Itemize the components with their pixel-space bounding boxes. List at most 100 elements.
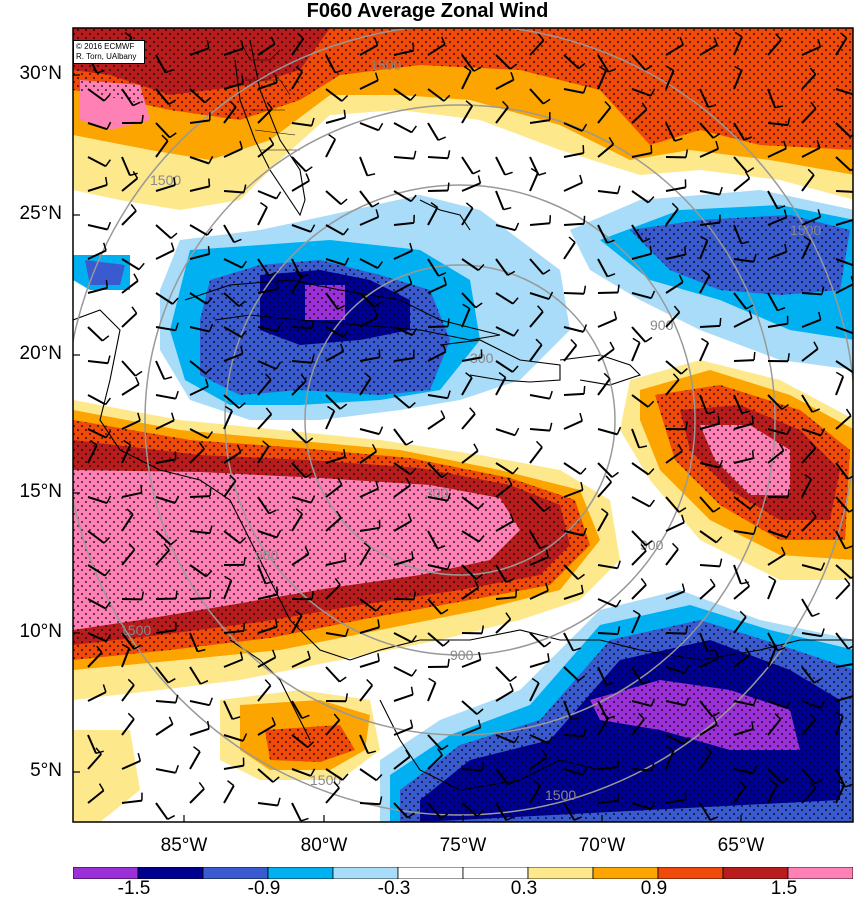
wind-barb-flag [477, 263, 485, 271]
wind-barb [767, 648, 777, 668]
wind-barb [155, 496, 176, 504]
wind-barb [733, 317, 753, 328]
wind-barb-flag [262, 440, 270, 447]
wind-barb [529, 756, 547, 770]
wind-barb-flag [208, 697, 214, 706]
wind-barb-flag [545, 549, 550, 558]
wind-barb [291, 768, 312, 777]
wind-barb-flag [207, 431, 214, 439]
copyright-box: © 2016 ECMWF R. Torn, UAlbany [73, 40, 145, 64]
wind-barb [189, 253, 210, 260]
wind-barb-flag [752, 697, 758, 706]
wind-barb-flag [651, 762, 655, 771]
wind-barb [665, 590, 685, 600]
wind-barb-flag [224, 575, 232, 582]
wind-barb [733, 156, 748, 173]
wind-barb-flag [243, 556, 246, 566]
wind-barb [155, 140, 169, 158]
wind-barb [155, 530, 172, 546]
wind-barb-flag [132, 101, 141, 107]
wind-barb-flag [787, 489, 790, 498]
wind-barb-flag [509, 513, 515, 522]
wind-barb-flag [835, 711, 844, 717]
wind-barb [665, 700, 686, 707]
wind-barb [291, 428, 308, 444]
wind-barb-flag [104, 601, 112, 609]
wind-barb [835, 37, 848, 56]
wind-barb [359, 547, 372, 566]
wind-barb [529, 632, 546, 648]
wind-barb-flag [300, 817, 309, 822]
wind-barb-flag [334, 577, 341, 586]
wind-barb-flag [582, 527, 588, 536]
wind-barb [801, 107, 817, 124]
wind-barb-flag [405, 749, 411, 758]
wind-barb [597, 348, 615, 362]
wind-barb-flag [232, 716, 241, 720]
wind-barb [155, 802, 169, 820]
wind-barb-flag [786, 700, 792, 709]
wind-barb-flag [751, 415, 754, 424]
wind-barb [699, 88, 710, 108]
wind-barb [631, 152, 652, 158]
wind-barb [631, 666, 644, 685]
wind-barb [325, 456, 346, 464]
wind-barb-flag [680, 368, 688, 375]
wind-barb-flag [583, 215, 586, 224]
wind-barb [223, 785, 235, 804]
wind-barb [495, 596, 516, 600]
wind-barb [87, 360, 109, 365]
wind-barb-flag [644, 336, 653, 343]
wind-barb [665, 311, 681, 328]
wind-barb [767, 190, 779, 210]
wind-barb [257, 206, 268, 226]
wind-barb [563, 326, 584, 333]
wind-barb-flag [405, 477, 411, 486]
wind-barb [291, 71, 304, 90]
wind-barb [835, 283, 853, 294]
wind-barb [767, 250, 787, 260]
wind-barb [597, 70, 607, 90]
wind-barb [495, 376, 507, 396]
wind-barb-flag [271, 649, 277, 658]
wind-barb-flag [501, 100, 509, 108]
wind-barb-flag [274, 618, 278, 627]
wind-barb-flag [441, 744, 449, 751]
wind-barb-flag [175, 590, 178, 599]
wind-barb [359, 316, 378, 328]
wind-barb-flag [475, 302, 483, 309]
wind-barb [767, 394, 783, 410]
wind-barb-flag [784, 243, 788, 252]
wind-barb-flag [605, 475, 612, 483]
wind-barb [291, 496, 312, 504]
wind-barb [87, 249, 107, 260]
lon-label-65: 65°W [717, 835, 765, 856]
wind-barb-flag [265, 407, 272, 415]
wind-barb-flag [734, 31, 743, 38]
wind-barb-flag [780, 546, 786, 555]
wind-barb [121, 444, 132, 464]
wind-barb-flag [438, 136, 446, 141]
wind-barb [461, 308, 471, 328]
wind-barb-flag [238, 300, 246, 307]
wind-barb [699, 657, 719, 668]
wind-barb [835, 326, 853, 335]
wind-barb-flag [205, 570, 213, 578]
wind-barb-flag [608, 137, 615, 145]
wind-barb-flag [233, 238, 242, 243]
wind-barb-flag [132, 171, 139, 179]
wind-barb [665, 43, 684, 56]
wind-barb-flag [613, 311, 618, 320]
wind-barb [257, 258, 270, 277]
wind-barb [563, 181, 583, 192]
wind-barb [325, 292, 339, 310]
wind-barb-flag [683, 736, 690, 745]
wind-barb [767, 88, 777, 109]
wind-barb [699, 190, 720, 196]
wind-barb [597, 428, 618, 436]
wind-barb [87, 156, 107, 168]
wind-barb-flag [640, 577, 647, 586]
wind-barb-flag [583, 385, 586, 394]
wind-barb-flag [241, 75, 244, 84]
wind-barb [495, 618, 512, 634]
